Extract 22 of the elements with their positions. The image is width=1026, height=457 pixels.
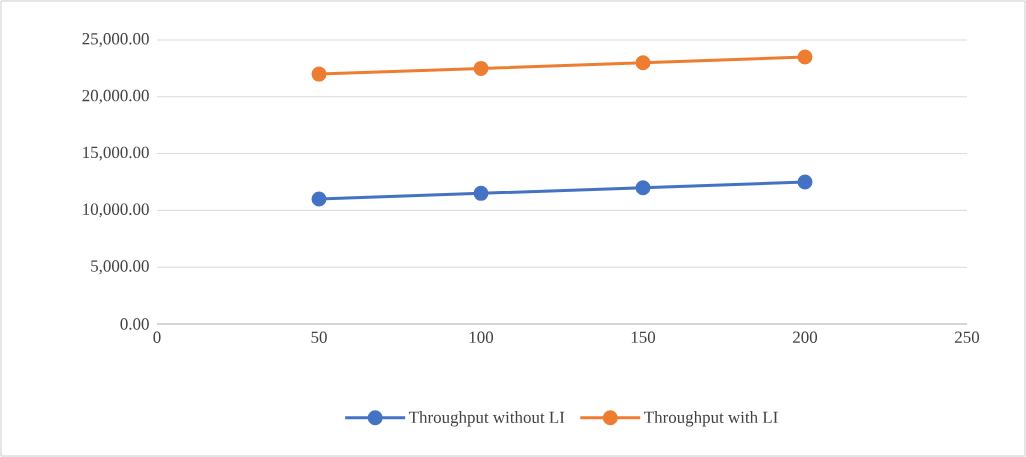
y-tick-label: 5,000.00: [91, 260, 149, 275]
y-tick-label: 15,000.00: [83, 146, 149, 161]
point: [797, 49, 813, 65]
x-tick-label: 200: [793, 331, 818, 343]
point: [635, 180, 651, 196]
y-tick-label: 25,000.00: [82, 33, 149, 47]
point: [797, 174, 813, 190]
x-tick-label: 250: [955, 331, 980, 343]
y-tick-label: 10,000.00: [83, 203, 149, 218]
point: [311, 191, 327, 207]
point: [311, 66, 327, 82]
y-tick-label: 20,000.00: [82, 89, 149, 104]
point: [635, 55, 651, 71]
legend-label: Throughput with LI: [644, 411, 778, 427]
legend-label: Throughput without LI: [408, 411, 565, 427]
x-tick-label: 100: [469, 331, 494, 343]
point: [473, 60, 489, 76]
x-tick-label: 0: [153, 331, 161, 343]
x-tick-label: 150: [631, 331, 656, 343]
point: [473, 185, 489, 201]
y-tick-label: 0.00: [120, 318, 149, 330]
x-tick-label: 50: [311, 331, 327, 343]
